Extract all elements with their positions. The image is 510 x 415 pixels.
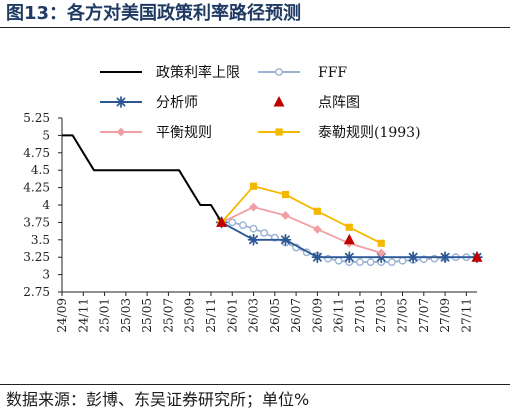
x-tick-label: 26/03 <box>247 298 261 333</box>
legend-label: 分析师 <box>156 95 198 111</box>
x-tick-label: 24/09 <box>55 298 69 333</box>
point-taylor <box>249 182 258 190</box>
x-tick-label: 26/01 <box>225 298 239 333</box>
x-tick-label: 27/01 <box>353 298 367 333</box>
x-tick-label: 27/11 <box>459 298 473 333</box>
x-tick-label: 27/03 <box>374 298 388 333</box>
legend-label: 泰勒规则(1993) <box>318 125 421 141</box>
x-tick-label: 26/07 <box>289 298 303 333</box>
x-tick-label: 26/11 <box>332 298 346 333</box>
y-tick-label: 3 <box>42 268 50 282</box>
point-balanced <box>312 224 322 234</box>
point-dot <box>343 233 355 245</box>
point-fff <box>260 228 269 237</box>
point-analyst <box>279 233 292 246</box>
legend-swatch-marker <box>115 96 127 108</box>
point-fff <box>228 218 237 227</box>
y-tick-label: 3.5 <box>31 233 50 247</box>
point-fff <box>356 258 364 266</box>
point-taylor <box>377 239 385 247</box>
legend-item-dot: 点阵图 <box>273 95 360 111</box>
y-tick-label: 3.75 <box>23 215 50 229</box>
point-fff <box>249 224 258 233</box>
x-tick-label: 27/05 <box>396 298 410 333</box>
x-tick-label: 27/09 <box>438 298 452 333</box>
point-taylor <box>313 207 321 215</box>
point-analyst <box>407 251 420 264</box>
point-analyst <box>343 251 356 264</box>
legend-swatch-marker <box>273 96 285 107</box>
y-tick-label: 4.5 <box>31 163 50 177</box>
x-tick-label: 26/09 <box>310 298 324 333</box>
point-dot <box>471 251 483 262</box>
y-tick-label: 4.25 <box>23 181 50 195</box>
point-balanced <box>376 248 386 258</box>
y-tick-label: 4.75 <box>23 146 50 160</box>
point-taylor <box>281 190 290 199</box>
legend-label: 平衡规则 <box>156 125 212 141</box>
x-tick-label: 25/03 <box>119 298 133 333</box>
point-fff <box>366 258 375 266</box>
legend-swatch-marker <box>116 127 126 137</box>
point-fff <box>334 256 343 265</box>
x-tick-label: 26/05 <box>268 298 282 333</box>
y-tick-label: 3.25 <box>23 250 50 264</box>
point-analyst <box>247 233 260 246</box>
legend-item-balanced: 平衡规则 <box>100 125 212 141</box>
y-tick-label: 5.25 <box>23 111 50 125</box>
legend-item-policy: 政策利率上限 <box>100 64 240 81</box>
x-tick-label: 25/11 <box>204 298 218 333</box>
source-note: 数据来源：彭博、东吴证券研究所；单位% <box>0 384 510 414</box>
legend-swatch-marker <box>275 68 283 76</box>
x-tick-label: 25/05 <box>140 298 154 333</box>
point-analyst <box>311 251 324 264</box>
series-line-taylor <box>220 185 382 245</box>
x-tick-label: 25/09 <box>183 298 197 333</box>
x-tick-label: 24/11 <box>76 298 90 333</box>
point-dot <box>216 216 228 227</box>
x-tick-label: 27/07 <box>417 298 431 333</box>
point-fff <box>398 256 407 265</box>
point-fff <box>387 258 396 266</box>
point-taylor <box>345 223 353 231</box>
series-line-policy <box>62 134 223 223</box>
chart-title: 图13：各方对美国政策利率路径预测 <box>0 0 510 28</box>
line-chart: 2.75 3 3.25 3.5 3.75 4 4.25 4.5 4.75 5 5.25 24/09 24… <box>23 64 483 333</box>
point-analyst <box>439 251 451 264</box>
point-fff <box>238 221 247 230</box>
x-tick-label: 25/07 <box>161 298 175 333</box>
y-tick-label: 2.75 <box>23 285 50 299</box>
legend-label: 政策利率上限 <box>156 64 240 81</box>
legend-item-taylor: 泰勒规则(1993) <box>258 125 421 141</box>
series-line-balanced <box>221 206 382 254</box>
y-tick-label: 5 <box>42 128 50 142</box>
legend-label: FFF <box>318 65 347 81</box>
legend-label: 点阵图 <box>318 95 360 111</box>
y-tick-label: 4 <box>42 198 50 212</box>
legend-swatch-marker <box>275 128 283 136</box>
point-balanced <box>281 211 290 220</box>
legend-item-fff: FFF <box>258 65 347 81</box>
point-balanced <box>249 202 258 212</box>
x-tick-label: 25/01 <box>98 298 112 333</box>
legend-item-analyst: 分析师 <box>100 95 198 111</box>
